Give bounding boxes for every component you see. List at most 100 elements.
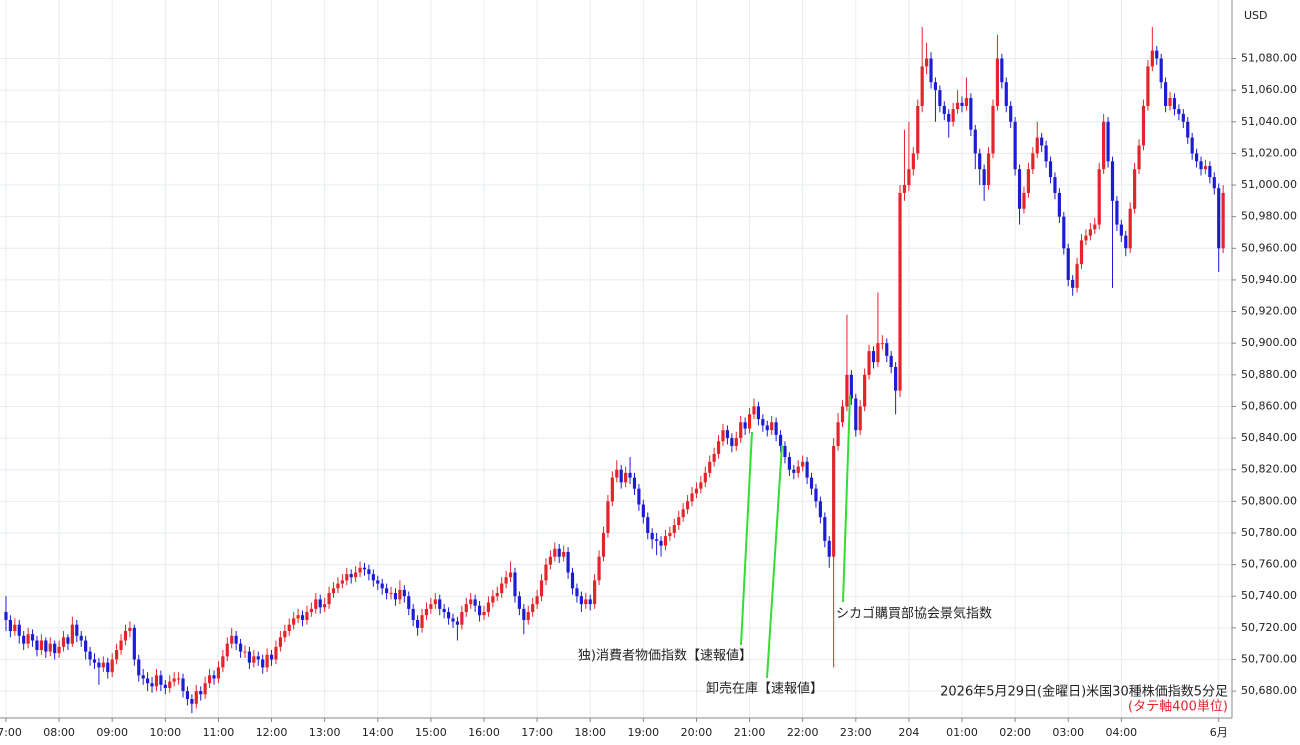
candle-body	[323, 604, 327, 608]
candle-body	[1186, 121, 1190, 138]
candle-body	[256, 656, 260, 660]
x-tick-label: 03:00	[1052, 726, 1084, 739]
x-tick-label: 22:00	[787, 726, 819, 739]
candle-body	[92, 659, 97, 663]
x-tick-label: 21:00	[734, 726, 766, 739]
candle-body	[79, 635, 83, 641]
candle-body	[929, 58, 933, 83]
candle-body	[1017, 169, 1022, 209]
candle-body	[522, 608, 526, 620]
candle-body	[1203, 166, 1208, 170]
candle-body	[765, 425, 769, 431]
candle-body	[1048, 161, 1053, 178]
candle-body	[1208, 166, 1212, 178]
candle-body	[274, 646, 278, 660]
caption: 2026年5月29日(金曜日)米国30種株価指数5分足	[940, 684, 1228, 700]
caption-note: (タテ軸400単位)	[1128, 699, 1228, 715]
candle-body	[110, 659, 114, 673]
candle-body	[486, 602, 491, 613]
x-tick-label: 11:00	[203, 726, 235, 739]
candle-body	[681, 509, 685, 518]
x-tick-label: 07:00	[0, 726, 22, 739]
candle-body	[39, 640, 43, 650]
candle-body	[716, 441, 721, 454]
candle-body	[747, 414, 752, 429]
candle-body	[331, 588, 336, 594]
candle-body	[610, 477, 614, 502]
candle-body	[672, 525, 676, 533]
candle-body	[690, 493, 694, 502]
candle-body	[146, 678, 150, 684]
candle-body	[597, 556, 601, 581]
candle-body	[960, 102, 964, 106]
candle-body	[1159, 58, 1163, 83]
candle-body	[318, 599, 322, 608]
candle-body	[544, 564, 548, 581]
candle-body	[4, 612, 8, 620]
candle-body	[593, 580, 597, 605]
candle-body	[942, 105, 946, 114]
candle-body	[371, 574, 375, 581]
candle-body	[792, 469, 796, 473]
y-tick-label: 50,780.00	[1241, 526, 1297, 539]
candle-body	[982, 169, 986, 186]
candle-body	[787, 457, 791, 470]
x-tick-label: 02:00	[999, 726, 1031, 739]
candle-body	[1194, 153, 1199, 162]
candle-body	[159, 675, 163, 685]
candle-body	[451, 618, 455, 622]
candle-body	[1133, 169, 1137, 209]
candle-body	[526, 612, 530, 620]
candle-body	[1035, 137, 1039, 154]
candle-body	[283, 631, 287, 638]
candle-body	[721, 430, 725, 442]
x-tick-label: 12:00	[256, 726, 288, 739]
candle-body	[1217, 188, 1221, 249]
candle-body	[84, 640, 88, 652]
candle-body	[641, 504, 645, 518]
candle-body	[778, 434, 783, 446]
candle-body	[911, 153, 915, 170]
y-tick-label: 50,980.00	[1241, 210, 1297, 223]
candle-body	[588, 599, 592, 605]
annotation: シカゴ購買部協会景気指数	[836, 606, 992, 622]
y-tick-label: 50,860.00	[1241, 399, 1297, 412]
candle-body	[1088, 229, 1092, 236]
annotation-line	[842, 394, 851, 603]
candle-body	[416, 619, 420, 628]
x-tick-label: 23:00	[840, 726, 872, 739]
candle-body	[920, 66, 924, 106]
candle-body	[247, 651, 252, 663]
candle-body	[858, 406, 862, 431]
candle-body	[44, 640, 48, 652]
candle-body	[314, 599, 318, 609]
candle-body	[730, 438, 734, 446]
candle-body	[1141, 105, 1146, 146]
candle-body	[407, 596, 411, 609]
candle-body	[132, 627, 136, 660]
annotation: 卸売在庫【速報値】	[706, 681, 823, 697]
candle-body	[650, 532, 654, 540]
candle-body	[579, 596, 583, 605]
candle-body	[1093, 224, 1097, 230]
candle-body	[1022, 192, 1026, 209]
y-tick-label: 50,720.00	[1241, 621, 1297, 634]
candle-body	[300, 615, 305, 620]
candle-body	[207, 675, 212, 684]
candle-body	[907, 169, 911, 186]
candle-body	[566, 551, 570, 573]
candle-body	[964, 98, 969, 106]
grid	[0, 0, 1232, 718]
candle-body	[349, 574, 353, 578]
candle-body	[562, 551, 566, 557]
candle-body	[508, 572, 513, 578]
candle-body	[154, 675, 159, 687]
candle-body	[836, 422, 840, 446]
candle-body	[823, 517, 827, 541]
y-tick-label: 50,820.00	[1241, 463, 1297, 476]
candle-body	[632, 477, 637, 489]
candle-body	[482, 612, 486, 616]
candle-body	[185, 691, 190, 700]
x-tick-label: 19:00	[627, 726, 659, 739]
